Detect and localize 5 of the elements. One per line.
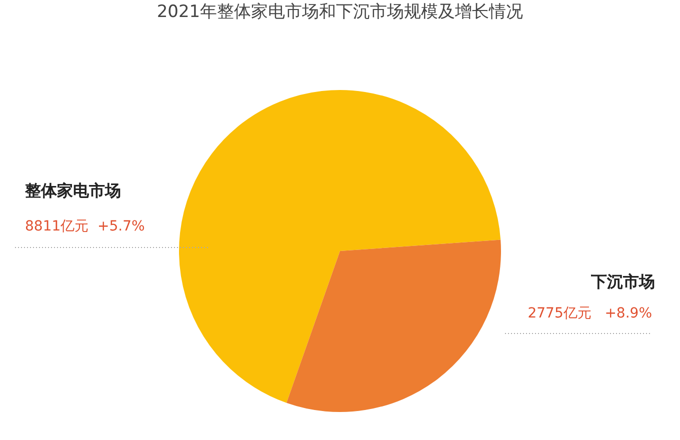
text: 8811亿元 +5.7% [25,218,145,235]
text: 2775亿元 +8.9% [528,306,652,322]
slice-label: 整体家电市场 [24,181,121,200]
slice-label: 下沉市场 [590,272,655,292]
chart-title: 2021年整体家电市场和下沉市场规模及增长情况 [156,1,524,23]
